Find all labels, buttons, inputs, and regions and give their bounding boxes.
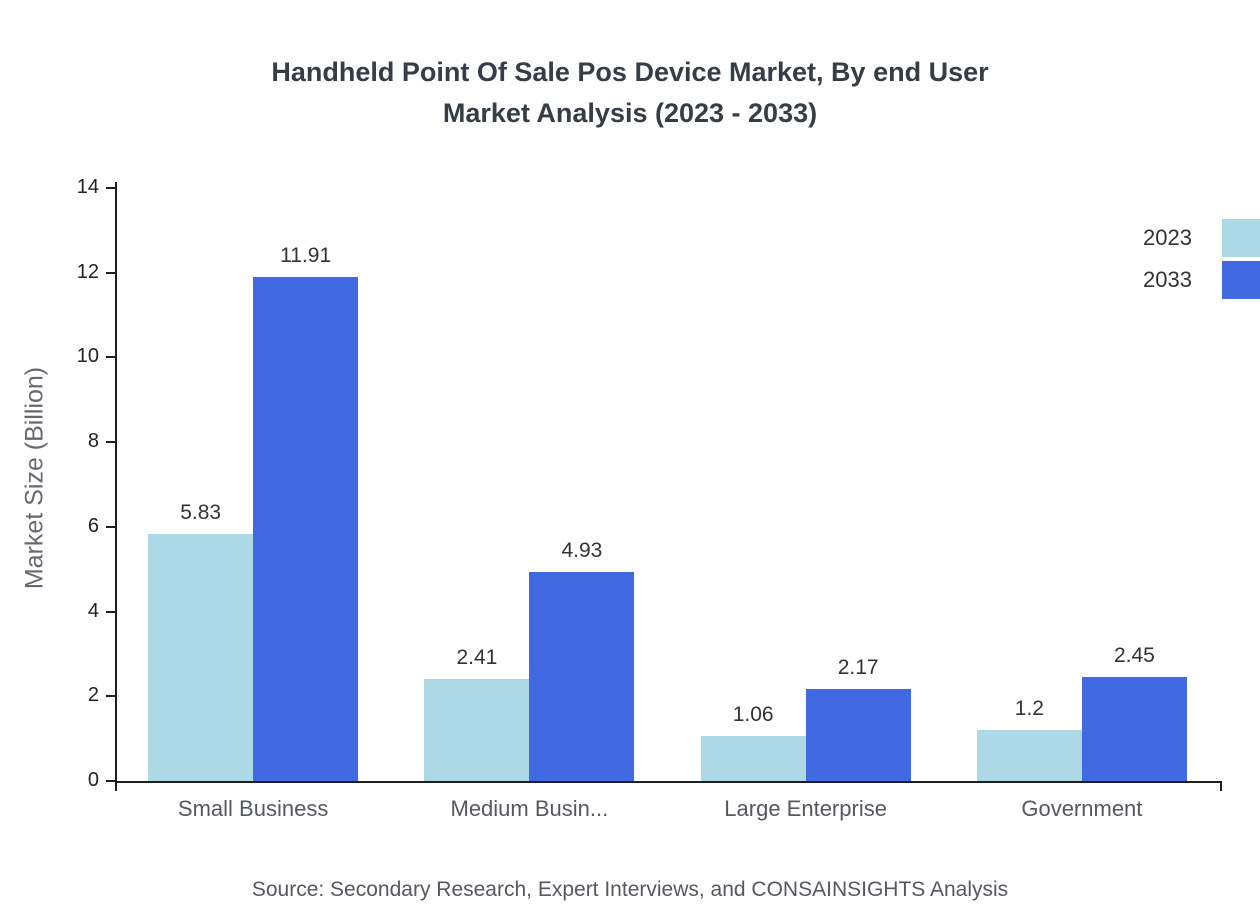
- bar-value-label: 5.83: [180, 501, 222, 525]
- y-tick-label: 8: [87, 430, 99, 453]
- x-axis-right-tick: [1220, 781, 1222, 791]
- bar-2023-3: [976, 730, 1082, 781]
- legend-swatch: [1222, 261, 1260, 299]
- x-axis-left-tick: [115, 781, 117, 791]
- legend-item-2023: 2023: [1143, 218, 1260, 258]
- bar-2033-3: [1081, 677, 1187, 781]
- y-axis: [115, 182, 117, 783]
- y-tick: [106, 780, 115, 782]
- y-tick-label: 14: [76, 176, 99, 198]
- x-axis: [115, 781, 1222, 783]
- bar-value-label: 2.17: [837, 656, 879, 680]
- bar-value-label: 2.45: [1113, 644, 1155, 668]
- y-tick-label: 4: [87, 599, 99, 622]
- y-tick-label: 0: [87, 769, 99, 791]
- x-category-label: Medium Busin...: [450, 796, 609, 821]
- bar-value-label: 11.91: [280, 243, 332, 267]
- x-category-label: Small Business: [177, 796, 329, 821]
- bar-value-label: 2.41: [456, 645, 498, 669]
- x-category-label: Large Enterprise: [724, 796, 887, 821]
- y-tick: [106, 610, 115, 613]
- y-tick: [106, 356, 115, 359]
- y-tick: [106, 271, 115, 274]
- legend-label: 2033: [1143, 267, 1192, 292]
- bar-2023-0: [148, 534, 254, 781]
- y-tick-label: 10: [76, 345, 99, 368]
- y-tick-label: 12: [76, 260, 99, 283]
- chart-title: Handheld Point Of Sale Pos Device Market…: [271, 57, 989, 128]
- bar-2033-1: [529, 572, 635, 781]
- y-tick-label: 6: [87, 514, 99, 537]
- x-category-label: Government: [1021, 796, 1143, 821]
- bar-2033-2: [805, 689, 911, 781]
- bar-value-label: 4.93: [561, 539, 603, 563]
- legend-item-2033: 2033: [1143, 260, 1260, 300]
- bar-value-label: 1.06: [732, 703, 774, 727]
- bar-2033-0: [253, 276, 359, 781]
- legend: 2023 2033: [1143, 218, 1260, 300]
- source-note: Source: Secondary Research, Expert Inter…: [251, 878, 1009, 901]
- y-tick: [106, 525, 115, 528]
- legend-swatch: [1222, 219, 1260, 257]
- bar-2023-2: [700, 736, 806, 781]
- y-tick-label: 2: [87, 684, 99, 707]
- y-tick: [106, 187, 115, 189]
- y-tick: [106, 695, 115, 698]
- legend-label: 2023: [1143, 225, 1192, 250]
- y-tick: [106, 441, 115, 444]
- bar-2023-1: [424, 678, 530, 781]
- bar-value-label: 1.2: [1014, 697, 1044, 721]
